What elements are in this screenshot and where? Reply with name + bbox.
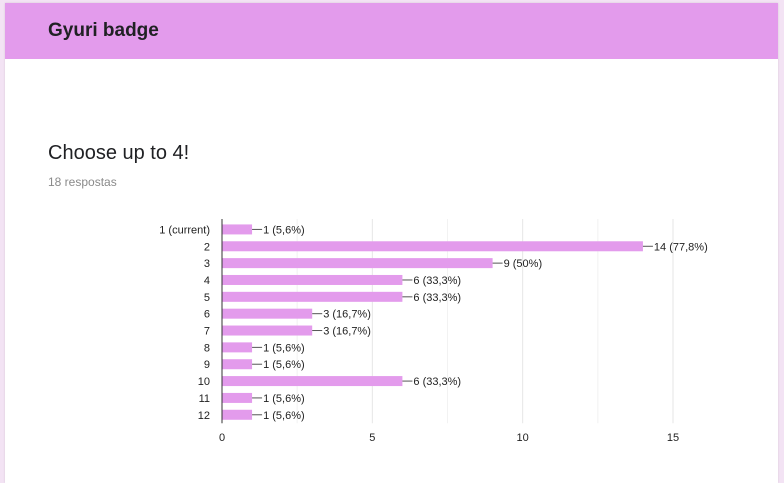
- category-label: 5: [204, 292, 210, 304]
- form-title: Gyuri badge: [48, 20, 159, 41]
- category-label: 1 (current): [159, 224, 210, 236]
- data-label: 1 (5,6%): [263, 410, 305, 422]
- category-label: 12: [198, 410, 210, 422]
- x-tick-label: 10: [517, 432, 529, 444]
- category-label: 11: [199, 393, 210, 405]
- bar: [222, 325, 313, 336]
- bar: [222, 308, 313, 319]
- category-label: 8: [204, 342, 210, 354]
- data-label: 14 (77,8%): [654, 241, 708, 253]
- bar: [222, 291, 403, 302]
- response-card: Gyuri badge Choose up to 4! 18 respostas: [5, 3, 778, 483]
- data-label: 3 (16,7%): [323, 309, 371, 321]
- category-label: 10: [198, 376, 210, 388]
- category-label: 4: [204, 275, 210, 287]
- bar: [222, 376, 403, 387]
- data-label: 1 (5,6%): [263, 342, 305, 354]
- data-label: 6 (33,3%): [413, 292, 461, 304]
- data-label: 6 (33,3%): [413, 376, 461, 388]
- x-tick-label: 5: [369, 432, 375, 444]
- bar: [222, 224, 253, 235]
- response-count: 18 respostas: [48, 175, 117, 189]
- data-label: 1 (5,6%): [263, 359, 305, 371]
- category-label: 6: [204, 309, 210, 321]
- data-label: 1 (5,6%): [263, 224, 305, 236]
- form-header: Gyuri badge: [5, 3, 778, 59]
- bar: [222, 409, 253, 420]
- category-label: 2: [204, 241, 210, 253]
- x-tick-label: 15: [667, 432, 679, 444]
- category-label: 3: [204, 258, 210, 270]
- bar: [222, 359, 253, 370]
- bar: [222, 342, 253, 353]
- x-tick-label: 0: [219, 432, 225, 444]
- data-label: 9 (50%): [504, 258, 543, 270]
- bar: [222, 274, 403, 285]
- data-label: 3 (16,7%): [323, 326, 371, 338]
- data-label: 1 (5,6%): [263, 393, 305, 405]
- bar: [222, 392, 253, 403]
- question-title: Choose up to 4!: [48, 142, 190, 164]
- bar: [222, 258, 493, 269]
- category-label: 7: [204, 326, 210, 338]
- data-label: 6 (33,3%): [413, 275, 461, 287]
- bar: [222, 241, 643, 252]
- category-label: 9: [204, 359, 210, 371]
